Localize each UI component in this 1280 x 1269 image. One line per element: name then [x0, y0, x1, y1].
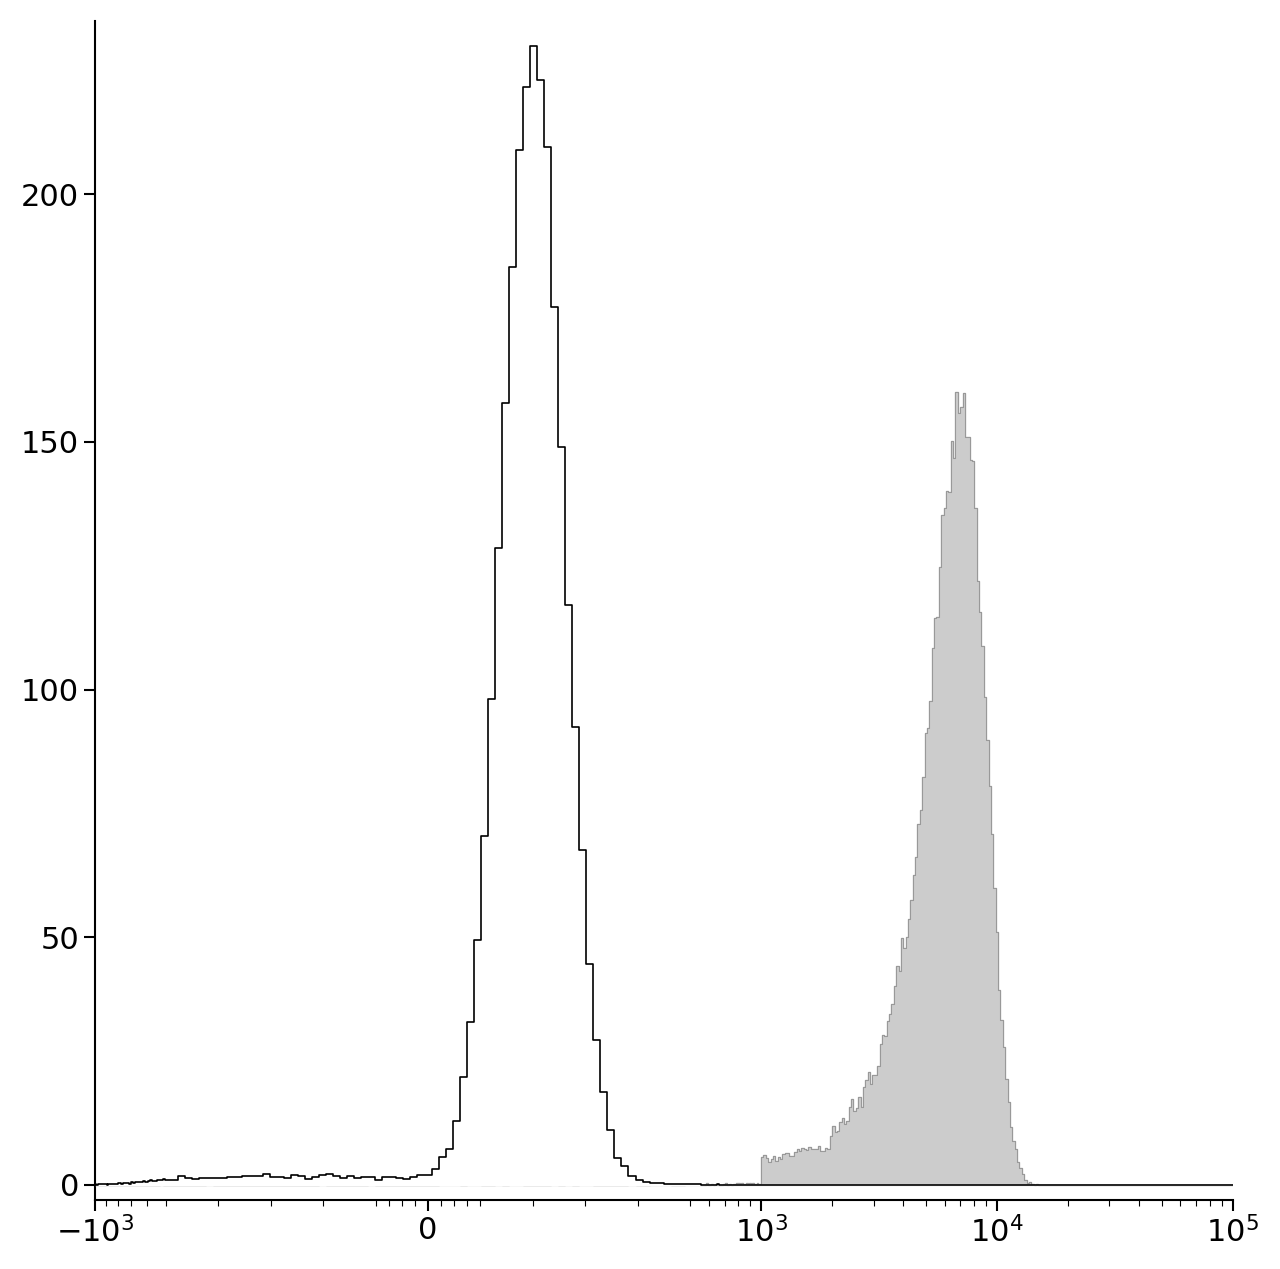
Polygon shape [95, 392, 1233, 1185]
Polygon shape [95, 46, 1233, 1185]
